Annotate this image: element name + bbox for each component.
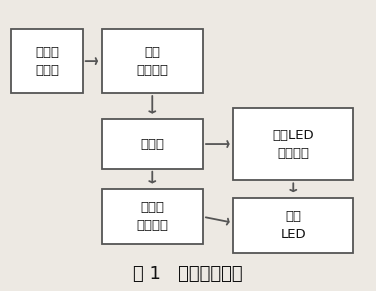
Text: 太阳能
电路板: 太阳能 电路板 <box>35 46 59 77</box>
FancyBboxPatch shape <box>233 198 353 253</box>
Text: 蓄电池: 蓄电池 <box>140 138 164 150</box>
FancyBboxPatch shape <box>11 29 83 93</box>
FancyBboxPatch shape <box>233 108 353 180</box>
Text: 图 1   系统组成框图: 图 1 系统组成框图 <box>133 265 243 283</box>
Text: 白光
LED: 白光 LED <box>280 210 306 241</box>
Text: 充电
保护电路: 充电 保护电路 <box>136 46 168 77</box>
Text: 闪光灯
控制电路: 闪光灯 控制电路 <box>136 201 168 232</box>
FancyBboxPatch shape <box>102 189 203 244</box>
Text: 白光LED
保护电路: 白光LED 保护电路 <box>273 129 314 159</box>
FancyBboxPatch shape <box>102 119 203 169</box>
FancyBboxPatch shape <box>102 29 203 93</box>
